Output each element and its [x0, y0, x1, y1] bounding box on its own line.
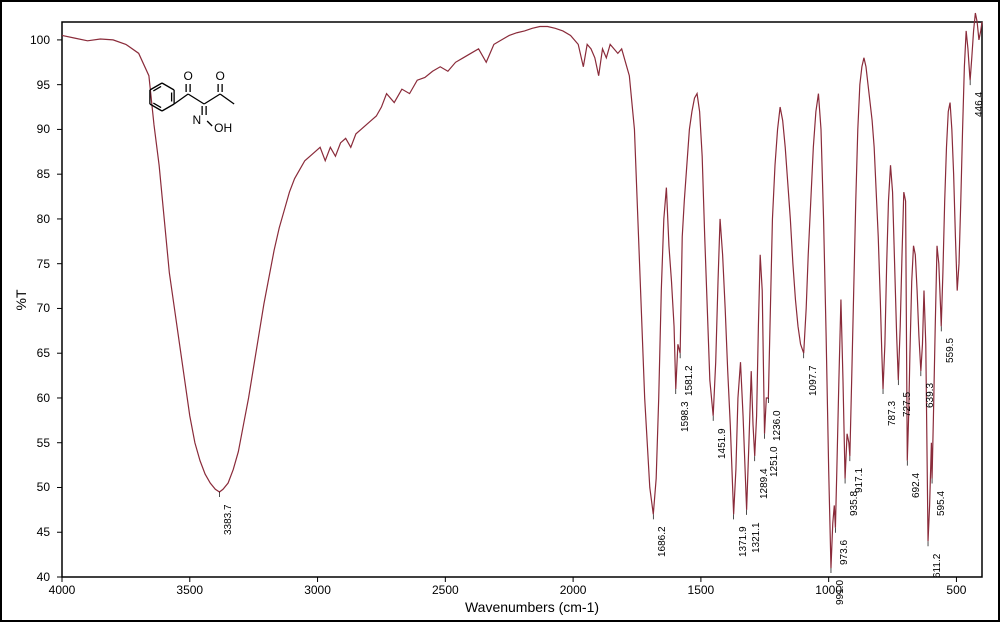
peak-label: 1371.9: [738, 527, 749, 558]
peak-label: 1321.1: [751, 522, 762, 553]
svg-text:N: N: [192, 113, 201, 127]
y-tick-label: 95: [37, 78, 50, 92]
y-tick-label: 50: [37, 480, 50, 494]
y-tick-label: 85: [37, 167, 50, 181]
peak-label: 1686.2: [657, 527, 668, 558]
peak-label: 446.4: [974, 92, 985, 117]
peak-label: 973.6: [839, 540, 850, 565]
y-tick-label: 70: [37, 301, 50, 315]
peak-label: 787.3: [887, 401, 898, 426]
y-tick-label: 40: [37, 570, 50, 584]
x-tick-label: 4000: [49, 583, 76, 597]
x-tick-label: 1500: [688, 583, 715, 597]
y-tick-label: 55: [37, 436, 50, 450]
x-tick-label: 3000: [304, 583, 331, 597]
peak-label: 991.0: [835, 580, 846, 605]
peak-label: 611.2: [932, 554, 943, 578]
peak-label: 1581.2: [684, 365, 695, 396]
peak-label: 1097.7: [808, 365, 819, 396]
y-tick-label: 65: [37, 346, 50, 360]
y-axis-label: %T: [13, 285, 29, 315]
x-tick-label: 2000: [560, 583, 587, 597]
x-tick-label: 500: [946, 583, 966, 597]
peak-label: 1598.3: [680, 401, 691, 432]
peak-label: 1236.0: [772, 410, 783, 441]
svg-text:O: O: [215, 69, 224, 83]
peak-label: 3383.7: [223, 504, 234, 535]
peak-label: 1251.0: [769, 446, 780, 477]
y-tick-label: 80: [37, 212, 50, 226]
y-tick-label: 90: [37, 122, 50, 136]
y-tick-label: 45: [37, 525, 50, 539]
x-tick-label: 3500: [176, 583, 203, 597]
svg-text:O: O: [183, 69, 192, 83]
molecule-structure: O N OH O: [142, 42, 282, 142]
x-axis-label: Wavenumbers (cm-1): [432, 599, 632, 615]
y-tick-label: 60: [37, 391, 50, 405]
peak-label: 692.4: [911, 473, 922, 498]
molecule-svg: O N OH O: [142, 42, 282, 137]
peak-label: 917.1: [854, 468, 865, 493]
chart-frame: %T Wavenumbers (cm-1) O N OH O 40 45 50 55 60 65…: [0, 0, 1000, 622]
svg-text:OH: OH: [214, 121, 232, 135]
y-tick-label: 75: [37, 257, 50, 271]
peak-label: 1451.9: [717, 428, 728, 459]
peak-label: 727.5: [902, 392, 913, 417]
peak-label: 595.4: [936, 491, 947, 516]
peak-label: 559.5: [945, 338, 956, 363]
peak-label: 935.8: [849, 491, 860, 516]
peak-label: 639.3: [925, 383, 936, 408]
x-tick-label: 2500: [432, 583, 459, 597]
y-tick-label: 100: [30, 33, 50, 47]
